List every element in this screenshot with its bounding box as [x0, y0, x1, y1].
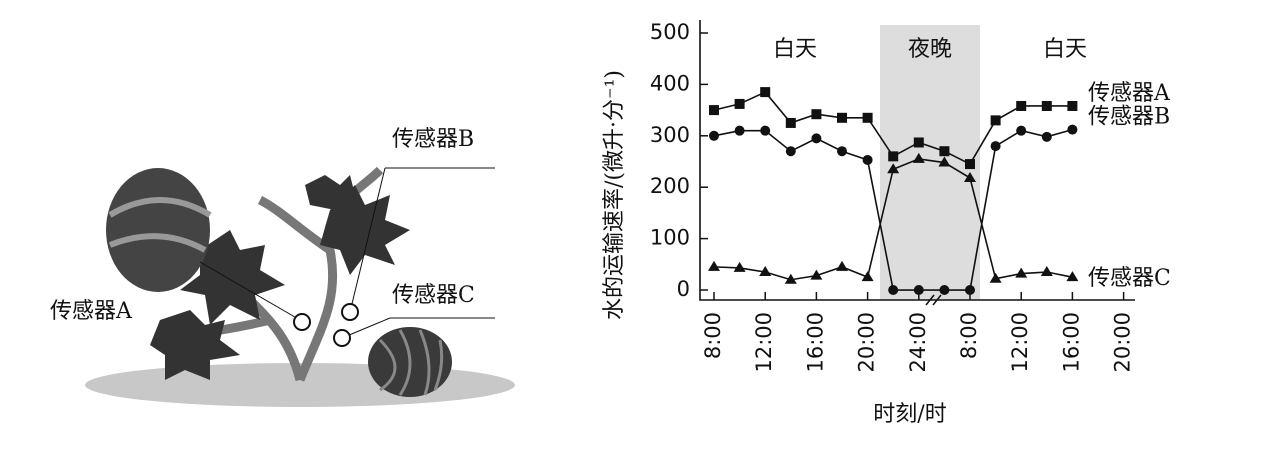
marker — [862, 112, 873, 123]
marker — [861, 271, 874, 282]
y-tick-label: 200 — [650, 174, 690, 198]
pointer-line — [349, 167, 386, 313]
y-tick-label: 100 — [650, 226, 690, 250]
marker — [759, 266, 772, 277]
marker — [912, 152, 925, 163]
marker — [709, 130, 719, 141]
night-band — [880, 25, 980, 300]
marker — [708, 260, 720, 271]
marker — [760, 87, 771, 98]
marker — [938, 156, 951, 167]
x-tick-label: 20:00 — [1111, 312, 1135, 373]
marker — [811, 133, 822, 144]
x-axis-label: 时刻/时 — [873, 402, 946, 427]
annotation: 夜晚 — [908, 37, 952, 62]
marker — [734, 125, 745, 136]
marker — [837, 146, 847, 157]
marker — [1040, 266, 1053, 277]
marker — [965, 159, 975, 170]
magnifier — [106, 168, 210, 292]
x-tick-label: 16:00 — [803, 312, 827, 373]
marker — [965, 285, 975, 296]
marker — [964, 171, 976, 182]
y-tick-label: 400 — [650, 71, 690, 95]
x-tick-label: 16:00 — [1059, 312, 1083, 373]
axes — [699, 20, 1135, 301]
marker — [913, 137, 924, 148]
sensor — [341, 303, 359, 321]
y-axis-label: 水的运输速率/(微升·分⁻¹) — [602, 70, 627, 320]
x-tick-label: 12:00 — [752, 312, 776, 373]
marker — [990, 141, 1001, 152]
marker — [733, 261, 746, 272]
marker — [837, 112, 847, 123]
marker — [888, 285, 899, 296]
x-tick-label: 8:00 — [701, 312, 725, 359]
x-tick-label: 12:00 — [1008, 312, 1032, 373]
magnifier-detail — [108, 197, 212, 253]
marker — [989, 272, 1002, 283]
annotation: 白天 — [1043, 37, 1087, 62]
marker — [785, 117, 796, 128]
marker — [734, 98, 745, 109]
pointer-line — [199, 261, 301, 321]
marker — [1066, 271, 1079, 282]
marker — [1016, 100, 1027, 111]
marker — [1041, 100, 1052, 111]
marker — [836, 260, 848, 271]
marker — [760, 125, 771, 136]
marker — [887, 163, 900, 174]
watermelon-stripes — [378, 329, 444, 396]
axis-break — [925, 294, 942, 306]
sensor-label: 传感器B — [392, 127, 474, 152]
series-label: 传感器B — [1088, 105, 1170, 130]
x-tick-label: 8:00 — [957, 312, 981, 359]
marker — [913, 285, 924, 296]
marker — [810, 269, 823, 280]
annotation: 白天 — [773, 37, 817, 62]
x-tick-label: 24:00 — [906, 312, 930, 373]
marker — [888, 151, 899, 162]
marker — [1016, 125, 1027, 136]
sensor — [333, 329, 351, 347]
y-tick-label: 300 — [650, 123, 690, 147]
marker — [939, 146, 950, 157]
marker — [1041, 131, 1052, 142]
marker — [939, 285, 950, 296]
marker — [811, 109, 822, 120]
stem — [178, 166, 384, 382]
marker — [1015, 267, 1028, 278]
marker — [1067, 100, 1078, 111]
x-tick-label: 20:00 — [855, 312, 879, 373]
sensor-label: 传感器A — [50, 299, 133, 324]
marker — [1067, 124, 1078, 135]
series-label: 传感器A — [1088, 81, 1171, 106]
marker — [990, 115, 1001, 126]
marker — [785, 146, 796, 157]
marker — [709, 105, 719, 116]
y-tick-label: 0 — [677, 277, 690, 301]
marker — [784, 273, 797, 284]
sensor — [293, 313, 311, 331]
marker — [862, 154, 873, 165]
y-tick-label: 500 — [650, 20, 690, 44]
series-label: 传感器C — [1088, 266, 1171, 291]
leaves — [150, 175, 410, 380]
illustration: 传感器A 传感器B 传感器C — [50, 127, 515, 407]
sensor-label: 传感器C — [392, 283, 475, 308]
